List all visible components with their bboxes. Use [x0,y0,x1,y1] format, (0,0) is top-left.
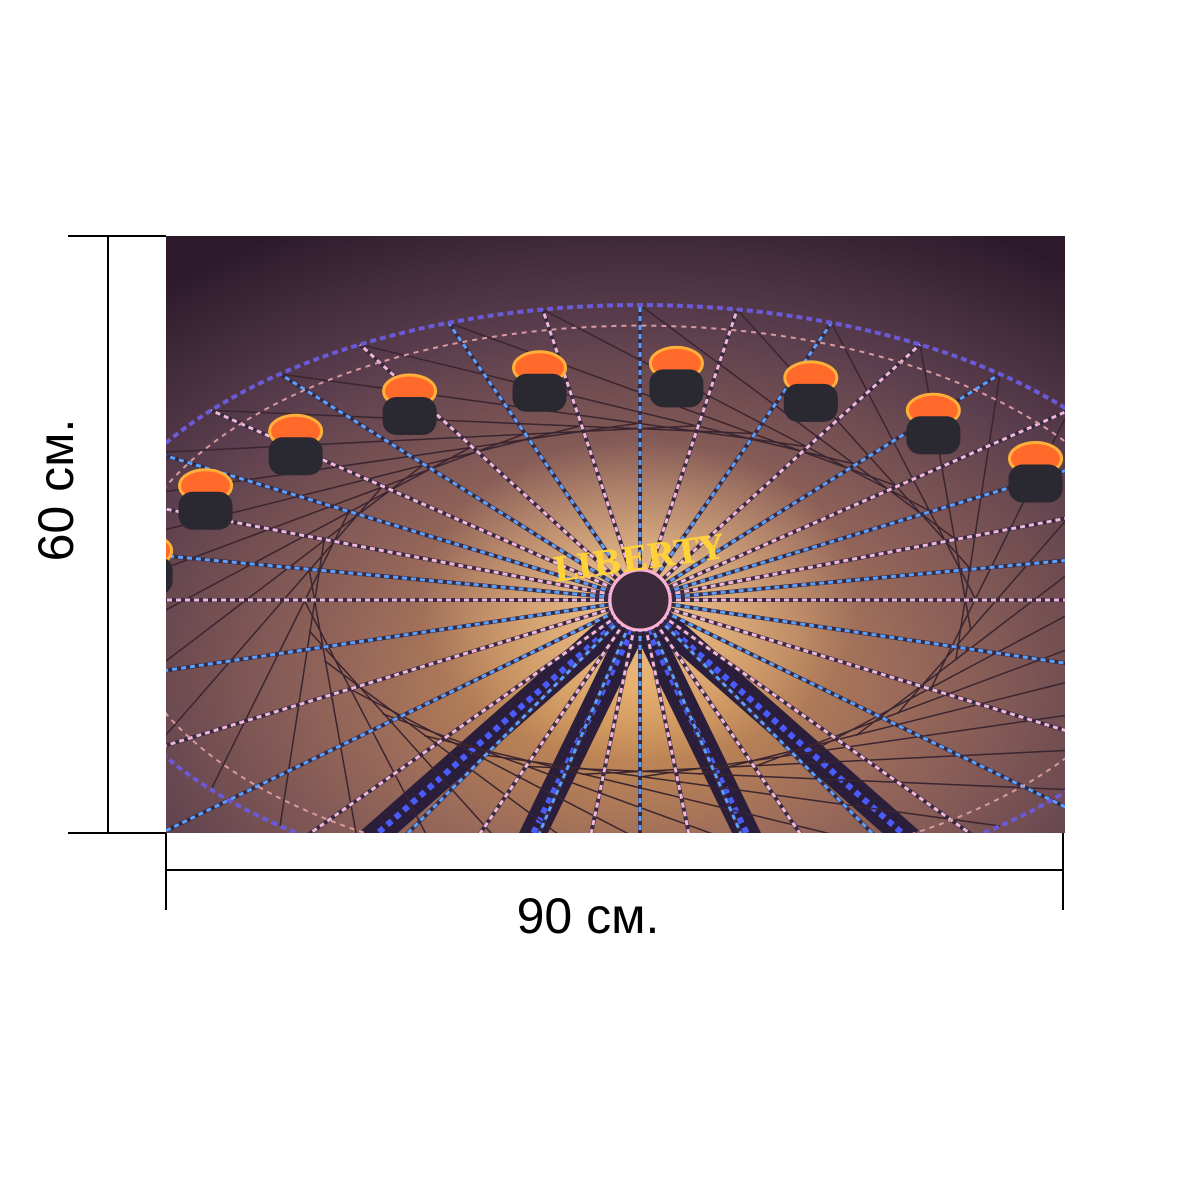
spoke-light [638,599,691,833]
cable [639,304,957,541]
cable [166,432,526,569]
cable [323,659,558,833]
spoke-light [638,309,739,601]
cable [166,463,425,663]
spoke [638,599,743,833]
spoke-light [166,598,641,747]
cable [954,373,1001,661]
spoke-light [447,321,642,601]
cable [471,752,1001,827]
spoke-light [307,598,641,833]
gondola [166,558,173,593]
cable [639,714,1065,778]
spoke-light [478,599,642,833]
spoke-light [639,559,1065,602]
gondola [1008,464,1063,503]
cable [896,520,1065,715]
gondola [1125,594,1179,632]
cable [348,687,629,833]
cable [698,682,1065,776]
wheel [166,303,1179,833]
spoke-light [638,598,875,833]
cable [210,511,350,790]
cable [423,734,831,833]
spoke-light [166,598,641,672]
cable [308,630,493,833]
spoke [537,599,642,833]
spoke-light [589,599,642,833]
cable [166,485,384,737]
cable [736,308,972,570]
spoke-light [405,598,642,833]
cable [166,446,473,611]
cable [855,575,1065,737]
gondola [649,369,704,408]
gondola [906,416,961,455]
height-label: 60 см. [28,419,84,562]
gondola [783,383,838,422]
spoke-light [166,454,641,602]
cable [166,424,582,531]
cable [807,615,1065,754]
cable [754,649,1065,768]
cable [308,569,357,833]
cable [166,424,699,453]
gondola [382,396,437,435]
spoke-light [166,554,641,602]
gondola-glow [1084,503,1136,535]
tower-light [373,607,633,833]
spoke [166,598,641,833]
rim [166,303,1065,833]
spoke-light [639,469,1065,602]
cable [581,749,1065,776]
cable [382,713,713,833]
gondola [1083,525,1137,563]
hub [608,568,672,632]
cable [359,343,857,466]
gondola-glow [1126,572,1178,604]
tower-light [530,608,645,833]
gondola [512,373,567,412]
spoke-light [638,343,922,602]
spoke [639,598,1065,810]
gondola [178,491,233,530]
cable [279,539,326,827]
spoke-light [638,599,802,833]
cable [525,765,1065,791]
photo: LIBERTY [166,236,1179,833]
cable [830,322,977,601]
spoke-light [639,598,973,833]
cable [919,344,972,631]
spoke-light [639,410,1065,602]
spoke-light [639,598,1065,665]
cable [542,308,932,513]
gondola [268,437,323,476]
spoke-light [279,372,641,602]
spoke-light [639,598,1065,732]
tower-light [635,608,750,833]
width-label: 90 см. [517,888,660,944]
tower-light [647,607,907,833]
spoke [639,516,1065,602]
gondola-glow [166,538,174,563]
